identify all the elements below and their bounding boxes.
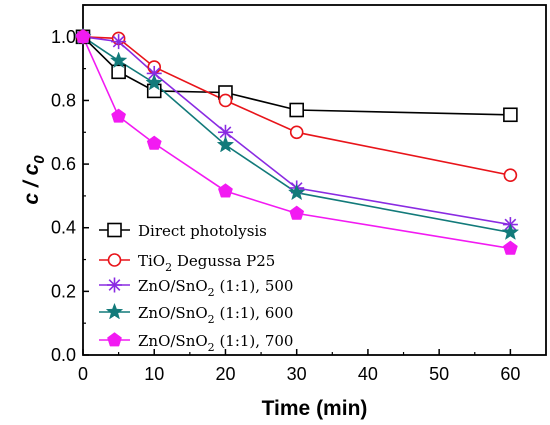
- legend-swatch-marker-4: [107, 332, 122, 347]
- data-point-s0: [503, 107, 518, 123]
- y-tick-label: 1.0: [51, 27, 76, 47]
- y-tick-label: 0.2: [51, 281, 76, 301]
- legend-swatch-marker-3: [105, 302, 124, 320]
- legend-swatch-marker-1: [107, 253, 122, 267]
- legend-swatch-marker-0: [107, 222, 122, 238]
- data-point-s1: [503, 168, 518, 183]
- legend-swatches: [99, 222, 130, 347]
- series-line-3: [82, 36, 511, 234]
- x-tick-label: 40: [358, 364, 378, 384]
- y-axis-title: c / c0: [20, 155, 48, 205]
- data-point-s2-stroke: [148, 67, 161, 80]
- x-axis-title: Time (min): [262, 397, 368, 420]
- series-markers: [74, 27, 520, 255]
- data-point-s1: [289, 125, 304, 140]
- data-point-s2-stroke: [112, 35, 125, 48]
- data-point-s3: [287, 183, 306, 201]
- plot-area-frame: [82, 4, 547, 356]
- y-tick-label: 0.6: [51, 154, 76, 174]
- legend-label-zno-600: ZnO/SnO2 (1:1), 600: [138, 304, 293, 326]
- data-point-s4: [111, 108, 126, 123]
- data-point-s3: [145, 73, 163, 91]
- data-point-s3: [109, 51, 128, 69]
- data-point-s4: [146, 135, 162, 150]
- data-point-s4: [289, 205, 305, 220]
- legend-swatch-marker-2-stroke: [108, 279, 121, 291]
- y-tick-label: 0.0: [51, 345, 76, 365]
- x-tick-label: 30: [287, 364, 307, 384]
- legend-label-zno-500: ZnO/SnO2 (1:1), 500: [138, 277, 293, 299]
- data-point-s2: [146, 65, 162, 81]
- x-tick-label: 50: [429, 364, 449, 384]
- legend-label-tio2-p25: TiO2 Degussa P25: [138, 252, 275, 274]
- data-point-s4: [218, 183, 233, 198]
- data-point-s4: [75, 28, 91, 44]
- y-tick-label: 0.4: [51, 218, 76, 238]
- data-point-s0: [111, 64, 126, 80]
- legend-label-direct-photolysis: Direct photolysis: [138, 222, 267, 240]
- data-point-s0: [289, 102, 304, 118]
- data-point-s1: [218, 93, 233, 108]
- legend-swatch-marker-2: [107, 277, 122, 293]
- data-point-s4: [503, 240, 518, 255]
- legend-label-zno-700: ZnO/SnO2 (1:1), 700: [138, 332, 293, 354]
- x-tick-label: 20: [215, 364, 235, 384]
- legend: Direct photolysis TiO2 Degussa P25 ZnO/S…: [99, 222, 293, 354]
- x-tick-label: 10: [144, 364, 164, 384]
- x-tick-label: 60: [500, 364, 520, 384]
- data-point-s2: [111, 34, 127, 50]
- y-tick-label: 0.8: [51, 90, 76, 110]
- x-tick-label: 0: [78, 364, 88, 384]
- data-point-s2-stroke: [219, 126, 232, 139]
- data-point-s3: [216, 135, 235, 153]
- data-point-s3: [501, 223, 520, 240]
- series-line-4: [82, 36, 511, 250]
- axis-ticks: 0 10 20 30 40 50 60 0.0 0.2 0.4 0.6 0.8 1.0: [51, 4, 520, 384]
